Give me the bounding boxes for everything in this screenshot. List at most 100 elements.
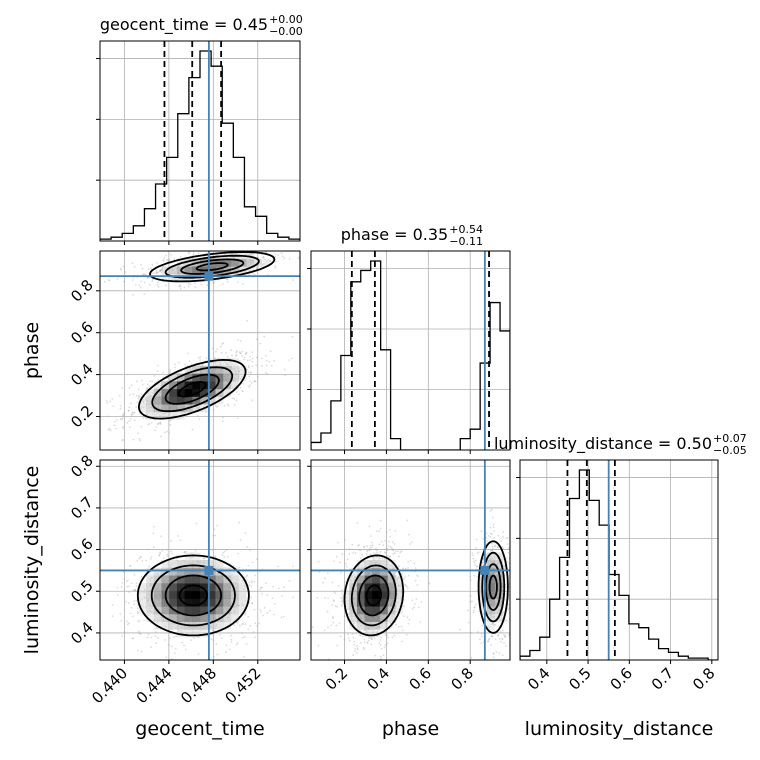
2d-geocent-luminosity-density-cell xyxy=(161,583,170,592)
2d-phase-luminosity-sample xyxy=(413,562,416,565)
2d-phase-luminosity-sample xyxy=(492,526,495,529)
2d-geocent-luminosity-sample xyxy=(155,627,158,630)
2d-geocent-luminosity-sample xyxy=(147,633,150,636)
2d-geocent-phase-sample xyxy=(210,251,213,254)
2d-phase-luminosity-sample xyxy=(469,575,472,578)
2d-geocent-phase-sample xyxy=(201,409,204,412)
2d-phase-luminosity-sample xyxy=(475,547,478,549)
2d-phase-luminosity-sample xyxy=(332,617,335,619)
2d-geocent-luminosity-sample xyxy=(138,557,140,560)
2d-geocent-luminosity-density-cell xyxy=(223,590,232,599)
2d-geocent-phase-sample xyxy=(200,249,202,251)
2d-geocent-phase-density-cell xyxy=(169,373,178,382)
2d-geocent-phase-sample xyxy=(255,364,258,367)
2d-geocent-phase-sample xyxy=(173,258,176,260)
2d-phase-luminosity-sample xyxy=(473,606,476,608)
2d-phase-luminosity-sample xyxy=(324,577,327,580)
2d-geocent-phase-sample xyxy=(121,438,124,441)
2d-geocent-phase-sample xyxy=(169,419,171,422)
2d-phase-luminosity-sample xyxy=(363,638,366,641)
2d-geocent-phase-density-cell xyxy=(223,258,232,267)
2d-geocent-luminosity-sample xyxy=(254,636,257,639)
2d-geocent-luminosity-density-cell xyxy=(207,621,216,630)
2d-phase-luminosity-sample xyxy=(487,534,490,537)
2d-phase-luminosity-density-cell xyxy=(364,629,373,638)
2d-phase-luminosity-sample xyxy=(417,606,420,609)
xtick-label-1-0: 0.2 xyxy=(322,664,352,694)
2d-phase-luminosity-sample xyxy=(345,565,348,568)
2d-phase-luminosity-sample xyxy=(371,546,373,549)
2d-geocent-phase-sample xyxy=(146,383,149,386)
2d-geocent-luminosity-sample xyxy=(233,624,236,626)
2d-geocent-phase-sample xyxy=(154,429,157,432)
xtick-label-1-1: 0.4 xyxy=(364,664,394,694)
2d-geocent-phase-contour-1-1 xyxy=(180,258,245,275)
2d-geocent-luminosity-sample xyxy=(247,615,250,618)
2d-geocent-phase-density-cell xyxy=(230,381,239,390)
2d-phase-luminosity-sample xyxy=(490,643,493,646)
2d-geocent-luminosity-sample xyxy=(150,646,153,649)
2d-geocent-phase-density-cell xyxy=(169,404,178,413)
2d-geocent-phase-density-cell xyxy=(169,396,178,405)
2d-geocent-phase-sample xyxy=(245,352,248,355)
2d-geocent-phase-sample xyxy=(167,259,169,262)
2d-phase-luminosity-sample xyxy=(336,644,339,647)
2d-geocent-phase-sample xyxy=(192,252,195,255)
2d-geocent-luminosity-density-cell xyxy=(138,583,147,592)
2d-geocent-phase-sample xyxy=(192,254,195,256)
2d-geocent-phase-sample xyxy=(147,268,150,271)
2d-geocent-luminosity-sample xyxy=(128,622,130,625)
2d-geocent-phase-density-cell xyxy=(146,411,155,420)
2d-geocent-phase-sample xyxy=(140,280,142,283)
2d-geocent-luminosity-sample xyxy=(189,557,192,560)
2d-geocent-phase-sample xyxy=(274,265,277,268)
2d-geocent-phase-sample xyxy=(188,360,191,363)
2d-geocent-phase-sample xyxy=(105,399,108,402)
2d-geocent-phase-sample xyxy=(141,383,144,386)
2d-geocent-phase-sample xyxy=(174,451,176,453)
2d-geocent-luminosity-sample xyxy=(111,604,114,607)
2d-phase-luminosity-sample xyxy=(502,547,505,550)
2d-phase-luminosity-sample xyxy=(389,528,392,531)
2d-phase-luminosity-sample xyxy=(375,551,378,554)
2d-geocent-phase-sample xyxy=(270,364,273,367)
2d-phase-luminosity-density-cell xyxy=(349,598,358,607)
2d-phase-luminosity-sample xyxy=(494,638,497,641)
2d-geocent-luminosity-sample xyxy=(250,581,253,584)
2d-geocent-luminosity-sample xyxy=(139,556,142,559)
2d-geocent-luminosity-sample xyxy=(247,564,250,567)
2d-geocent-phase-sample xyxy=(182,415,185,418)
2d-geocent-luminosity-density-cell xyxy=(176,583,186,592)
2d-geocent-luminosity-sample xyxy=(254,574,257,577)
2d-geocent-phase-sample xyxy=(122,412,125,415)
2d-phase-luminosity-density-cell xyxy=(379,567,388,576)
2d-geocent-phase-sample xyxy=(143,273,146,276)
2d-geocent-luminosity-sample xyxy=(193,636,195,639)
2d-phase-luminosity-sample xyxy=(351,633,354,635)
2d-phase-luminosity-sample xyxy=(370,643,373,646)
2d-geocent-phase-sample xyxy=(283,368,286,371)
2d-phase-luminosity-sample xyxy=(407,622,410,625)
2d-geocent-phase-density-cell xyxy=(223,388,232,397)
2d-geocent-phase-density-cell xyxy=(200,258,209,267)
2d-geocent-luminosity-sample xyxy=(133,603,136,606)
2d-phase-luminosity-sample xyxy=(369,553,372,555)
2d-geocent-phase-sample xyxy=(132,438,135,441)
2d-geocent-phase-density-cell xyxy=(215,365,224,374)
2d-geocent-phase-sample xyxy=(119,405,122,407)
2d-phase-luminosity-sample xyxy=(491,532,493,535)
2d-geocent-phase-sample xyxy=(160,435,162,438)
2d-geocent-phase-sample xyxy=(140,467,142,469)
2d-geocent-luminosity-density-cell xyxy=(153,583,162,592)
2d-geocent-phase-sample xyxy=(129,402,132,405)
2d-geocent-phase-sample xyxy=(223,404,226,407)
2d-geocent-phase-sample xyxy=(236,417,239,420)
2d-geocent-phase-sample xyxy=(288,257,291,260)
2d-geocent-phase-density-cell xyxy=(230,258,239,267)
2d-geocent-luminosity-density-cell xyxy=(238,590,247,599)
2d-phase-luminosity-sample xyxy=(491,549,494,552)
2d-geocent-phase-sample xyxy=(133,419,136,422)
2d-geocent-phase-sample xyxy=(129,393,131,396)
2d-geocent-luminosity-sample xyxy=(251,602,253,605)
